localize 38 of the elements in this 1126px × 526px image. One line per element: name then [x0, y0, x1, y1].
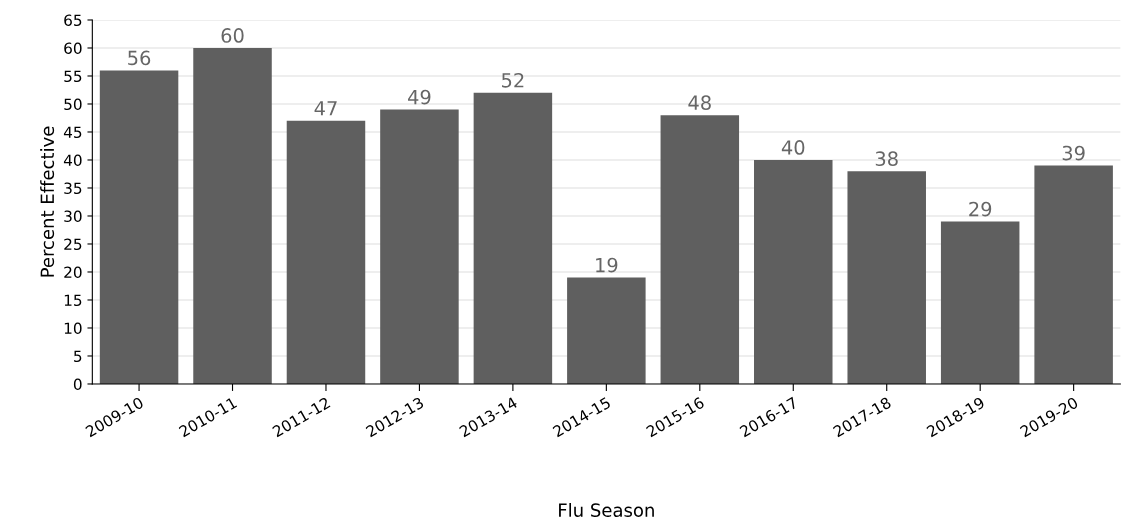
data-label: 39 — [1062, 145, 1085, 161]
y-tick-label: 20 — [64, 266, 82, 278]
data-label: 60 — [221, 28, 244, 43]
bar — [193, 47, 272, 384]
y-tick-label: 35 — [64, 182, 82, 195]
y-tick-label: 30 — [64, 210, 82, 223]
data-label: 52 — [502, 72, 524, 88]
data-label: 49 — [408, 89, 431, 105]
bar — [847, 171, 926, 384]
data-label: 48 — [688, 95, 711, 111]
y-tick-label: 10 — [64, 322, 82, 334]
y-tick-label: 50 — [64, 98, 82, 111]
bar — [1034, 165, 1113, 384]
y-tick-label: 45 — [63, 126, 82, 139]
y-tick-label: 60 — [64, 42, 82, 55]
bar — [660, 115, 740, 384]
bar — [99, 70, 179, 384]
x-axis-title: Flu Season — [559, 503, 654, 517]
bar — [754, 159, 833, 384]
y-tick-label: 0 — [73, 378, 82, 390]
y-tick-label: 25 — [64, 238, 82, 250]
bar — [940, 221, 1020, 384]
data-label: 56 — [128, 50, 151, 66]
y-tick-label: 15 — [64, 294, 82, 306]
bar — [380, 109, 459, 384]
data-label: 38 — [875, 151, 898, 167]
bar — [286, 120, 366, 384]
y-tick-label: 65 — [64, 14, 82, 27]
y-tick-label: 40 — [63, 154, 82, 167]
bar — [567, 277, 646, 384]
y-tick-label: 55 — [64, 70, 82, 83]
y-tick-label: 5 — [74, 350, 82, 362]
data-label: 40 — [781, 140, 805, 155]
bar — [473, 92, 553, 384]
y-axis-title: Percent Effective — [40, 126, 55, 277]
data-label: 19 — [596, 257, 618, 273]
data-label: 29 — [969, 201, 992, 217]
data-label: 47 — [314, 101, 337, 116]
